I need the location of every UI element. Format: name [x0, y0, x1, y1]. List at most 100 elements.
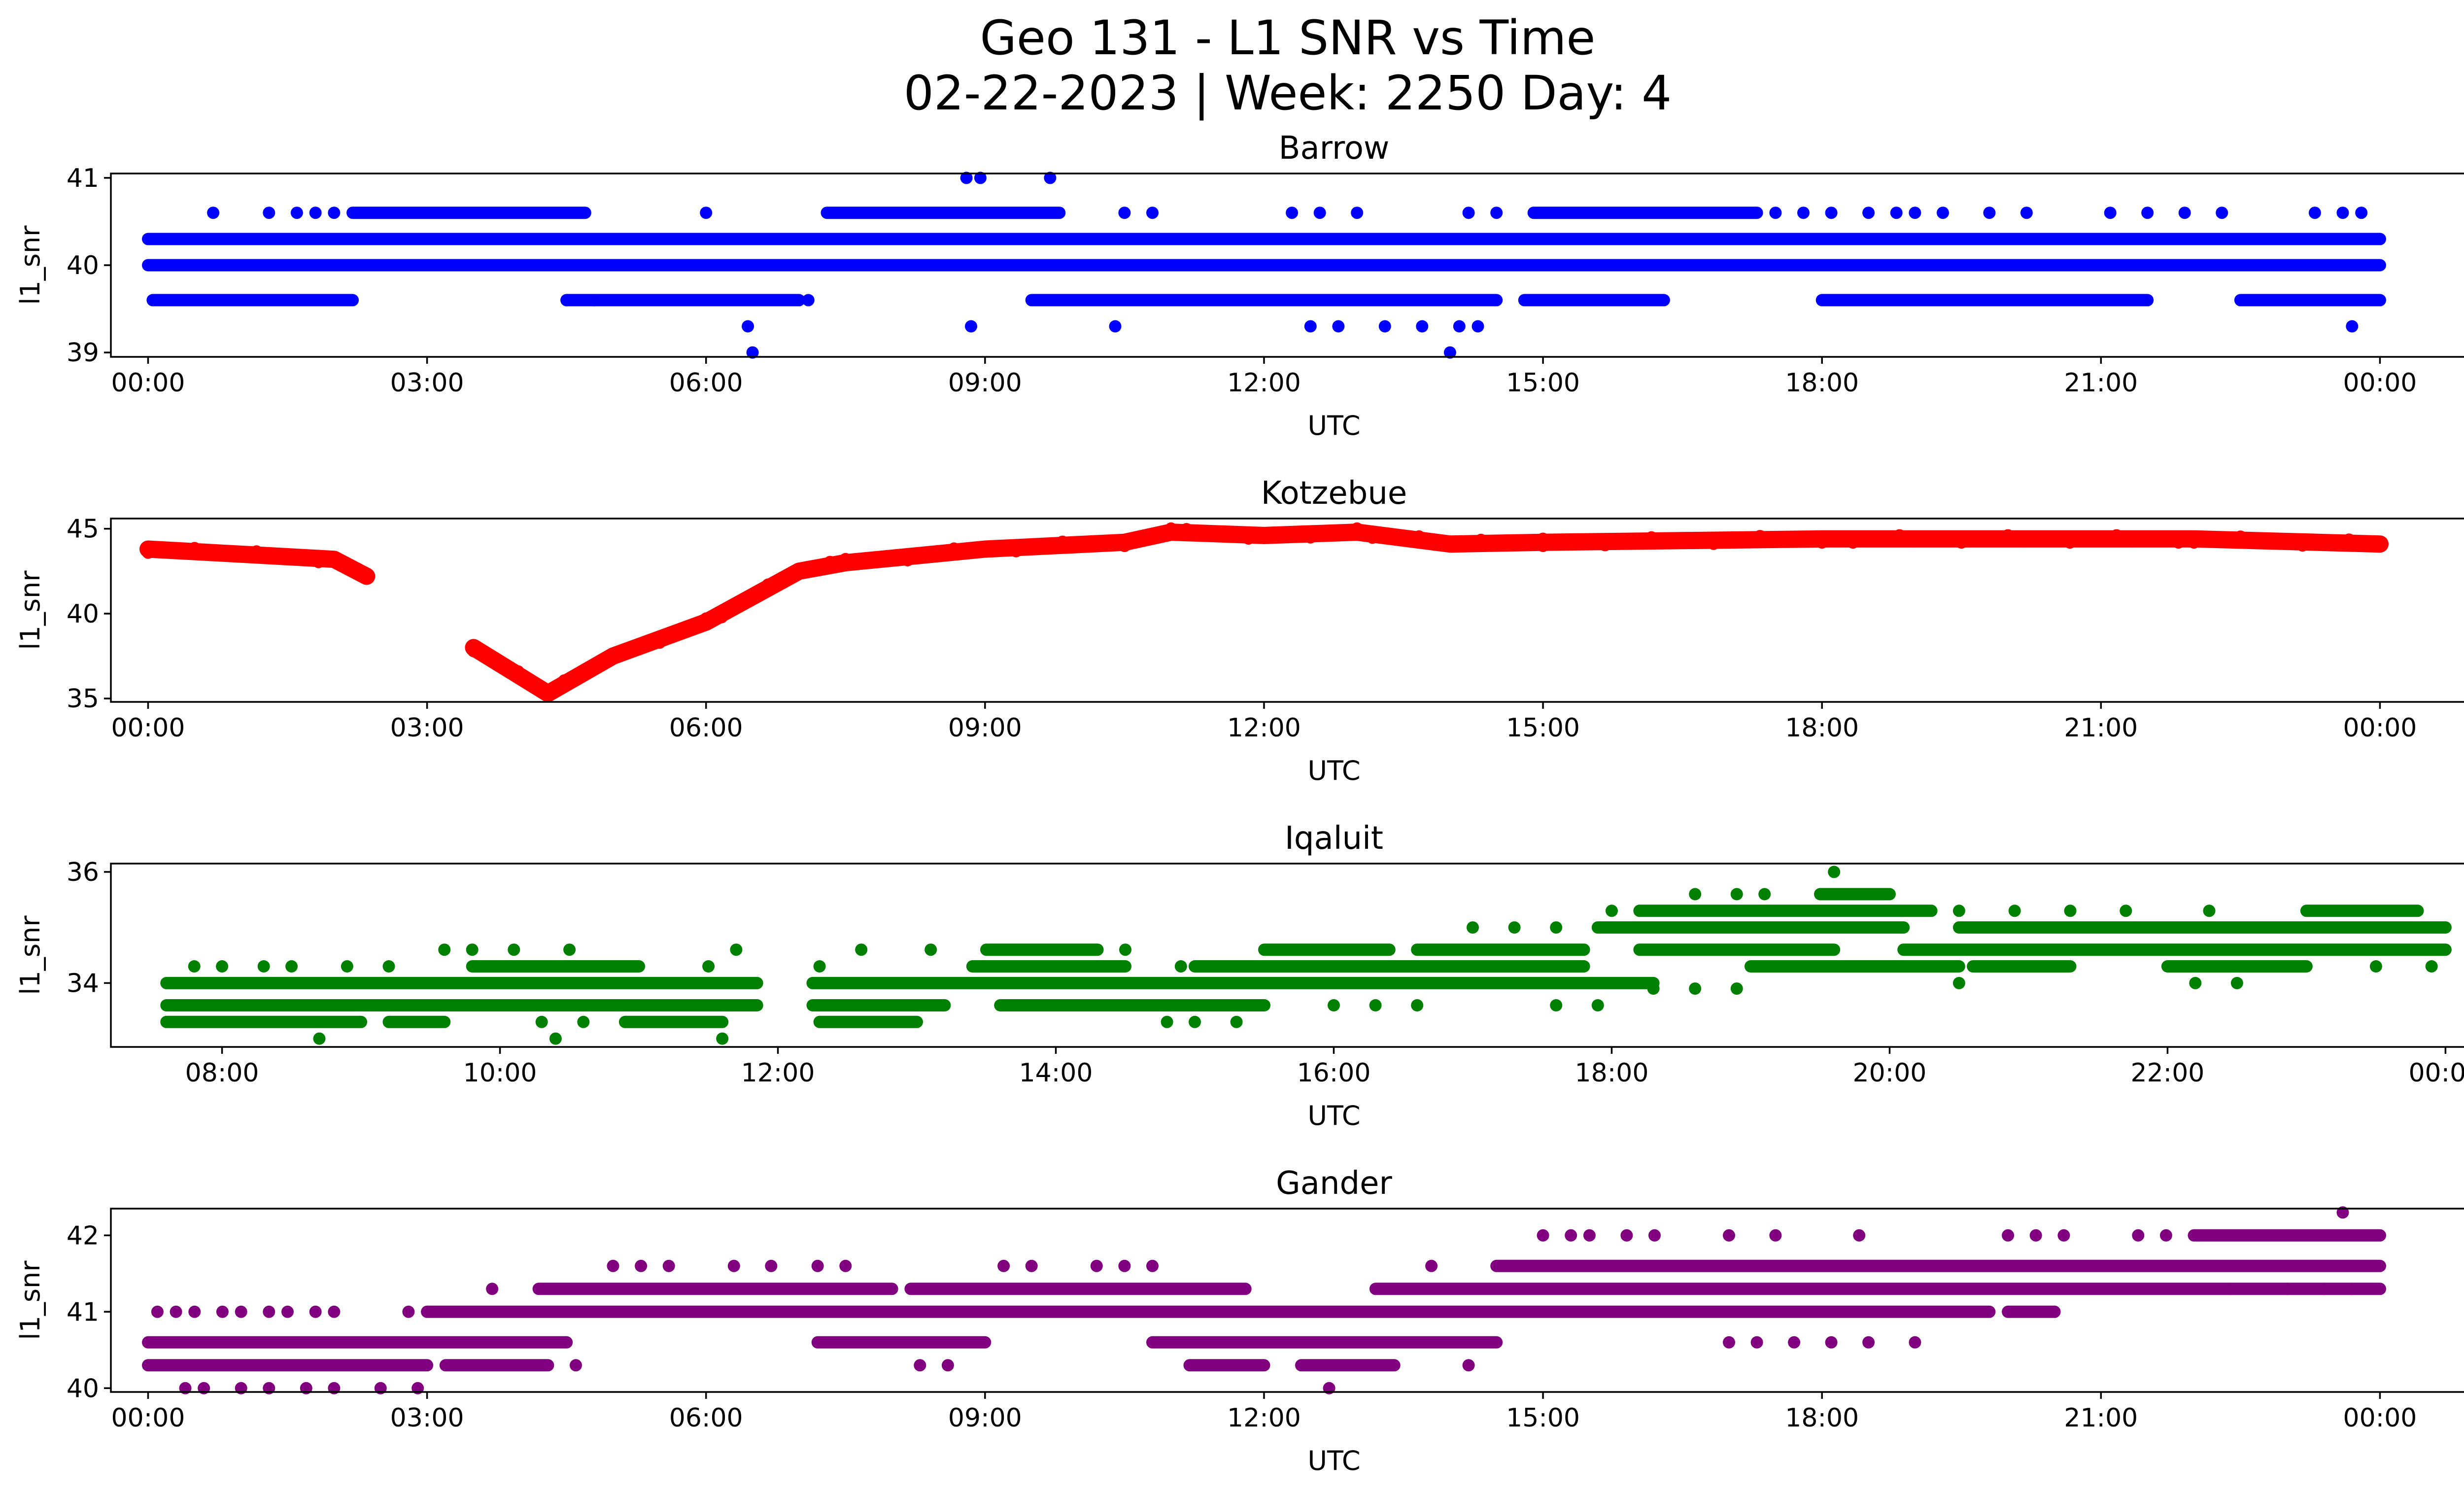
kotzebue-data-point	[994, 540, 1007, 553]
kotzebue-data-point	[235, 547, 247, 559]
gander-data-point	[2057, 1229, 2070, 1242]
kotzebue-data-point	[731, 600, 744, 613]
barrow-data-point	[290, 207, 303, 219]
kotzebue-data-point	[1428, 538, 1441, 551]
kotzebue-data-point	[1955, 536, 1968, 549]
barrow-data-point	[1304, 320, 1317, 333]
kotzebue-data-point	[2188, 536, 2200, 549]
barrow-data-point	[2336, 207, 2349, 219]
barrow-data-point	[1044, 172, 1057, 184]
gander-data-point	[811, 1259, 824, 1272]
gander-data-point	[997, 1259, 1010, 1272]
barrow-data-point	[1109, 320, 1122, 333]
gander-data-point	[941, 1359, 954, 1372]
iqaluit-data-point	[438, 943, 451, 956]
gander-data-point	[1825, 1336, 1838, 1349]
iqaluit-data-point	[813, 960, 826, 973]
kotzebue-data-point	[1351, 523, 1364, 536]
barrow-data-point	[1797, 207, 1810, 219]
barrow-title: Barrow	[1279, 130, 1390, 167]
barrow-data-point	[588, 294, 601, 307]
iqaluit-data-point	[466, 943, 479, 956]
kotzebue-data-point	[1986, 531, 1999, 544]
kotzebue-data-point	[1738, 532, 1751, 545]
iqaluit-data-point	[1647, 982, 1660, 995]
kotzebue-data-point	[2327, 535, 2340, 548]
kotzebue-data-point	[1506, 536, 1518, 549]
gander-x-tick-label: 18:00	[1785, 1403, 1859, 1433]
iqaluit-data-point	[1550, 999, 1563, 1011]
gander-data-point	[635, 1259, 648, 1272]
kotzebue-data-point	[1211, 527, 1224, 540]
gander-data-point	[2132, 1229, 2145, 1242]
kotzebue-data-point	[2281, 533, 2293, 546]
kotzebue-data-point	[1909, 535, 1921, 548]
iqaluit-data-point	[855, 943, 868, 956]
iqaluit-data-point	[285, 960, 298, 973]
kotzebue-data-point	[1164, 524, 1177, 537]
gander-data-point	[1118, 1259, 1131, 1272]
gander-y-tick-label: 40	[67, 1374, 99, 1403]
kotzebue-x-tick-label: 03:00	[390, 713, 464, 743]
gander-axes-frame	[110, 1208, 2464, 1393]
gander-data-point	[1853, 1229, 1866, 1242]
kotzebue-data-point	[281, 551, 294, 563]
kotzebue-data-point	[1630, 534, 1643, 546]
barrow-x-ticks: 00:00 03:00 06:00 09:00 12:00 15:00 18:00 21:00…	[111, 357, 2417, 398]
kotzebue-data-point	[2156, 530, 2169, 543]
gander-x-tick-label: 06:00	[669, 1403, 743, 1433]
barrow-x-tick-label: 15:00	[1506, 368, 1580, 398]
iqaluit-y-axis-label: l1_snr	[15, 915, 46, 995]
iqaluit-data-point	[1952, 976, 1965, 989]
iqaluit-data-point	[549, 1032, 562, 1045]
iqaluit-data-point	[1952, 904, 1965, 917]
iqaluit-panel: Iqaluit 34 36 08:00 10:00 12:00 14:00 16:00 18…	[15, 820, 2464, 1131]
gander-data-point	[486, 1283, 499, 1295]
kotzebue-data-point	[2094, 531, 2107, 544]
barrow-x-tick-label: 21:00	[2064, 368, 2138, 398]
iqaluit-data-point	[1161, 1015, 1173, 1028]
kotzebue-data-point	[1133, 534, 1146, 547]
kotzebue-y-tick-label: 40	[67, 599, 99, 629]
gander-x-tick-label: 21:00	[2064, 1403, 2138, 1433]
kotzebue-data-point	[558, 674, 571, 687]
kotzebue-data-point	[901, 554, 914, 566]
kotzebue-data-point	[2203, 534, 2216, 547]
barrow-data-point	[1118, 207, 1131, 219]
kotzebue-data-point	[1862, 534, 1875, 547]
gander-data-point	[1909, 1336, 1921, 1349]
barrow-data-point	[328, 207, 341, 219]
iqaluit-data-point	[730, 943, 743, 956]
kotzebue-data-point	[188, 542, 201, 555]
iqaluit-data-point	[1369, 999, 1382, 1011]
gander-data-point	[662, 1259, 675, 1272]
barrow-data-point	[700, 207, 713, 219]
kotzebue-data-point	[1692, 532, 1705, 545]
iqaluit-data-point	[1730, 982, 1743, 995]
barrow-x-tick-label: 12:00	[1227, 368, 1301, 398]
iqaluit-data-point	[313, 1032, 326, 1045]
barrow-data-point	[309, 207, 322, 219]
barrow-x-tick-label: 06:00	[669, 368, 743, 398]
figure-title-line1: Geo 131 - L1 SNR vs Time	[980, 10, 1596, 66]
barrow-data-point	[2355, 207, 2368, 219]
kotzebue-data-point	[1753, 530, 1766, 543]
iqaluit-data-point	[2369, 960, 2382, 973]
barrow-data-point	[1769, 207, 1782, 219]
kotzebue-data-point	[2063, 536, 2076, 549]
iqaluit-y-tick-label: 34	[67, 969, 99, 998]
barrow-data-point	[2346, 320, 2359, 333]
barrow-data-point	[2308, 207, 2321, 219]
barrow-data-point	[1378, 320, 1391, 333]
kotzebue-data-point	[2141, 532, 2154, 545]
gander-data-point	[216, 1305, 229, 1318]
kotzebue-data-point	[467, 645, 480, 658]
barrow-data-point	[2216, 207, 2228, 219]
iqaluit-x-tick-label: 12:00	[741, 1058, 815, 1088]
kotzebue-data-point	[762, 578, 774, 591]
iqaluit-data-point	[188, 960, 201, 973]
barrow-data-point	[2104, 207, 2117, 219]
gander-data-point	[914, 1359, 926, 1372]
kotzebue-data-point	[2343, 533, 2356, 546]
gander-data-point	[2318, 1283, 2330, 1295]
